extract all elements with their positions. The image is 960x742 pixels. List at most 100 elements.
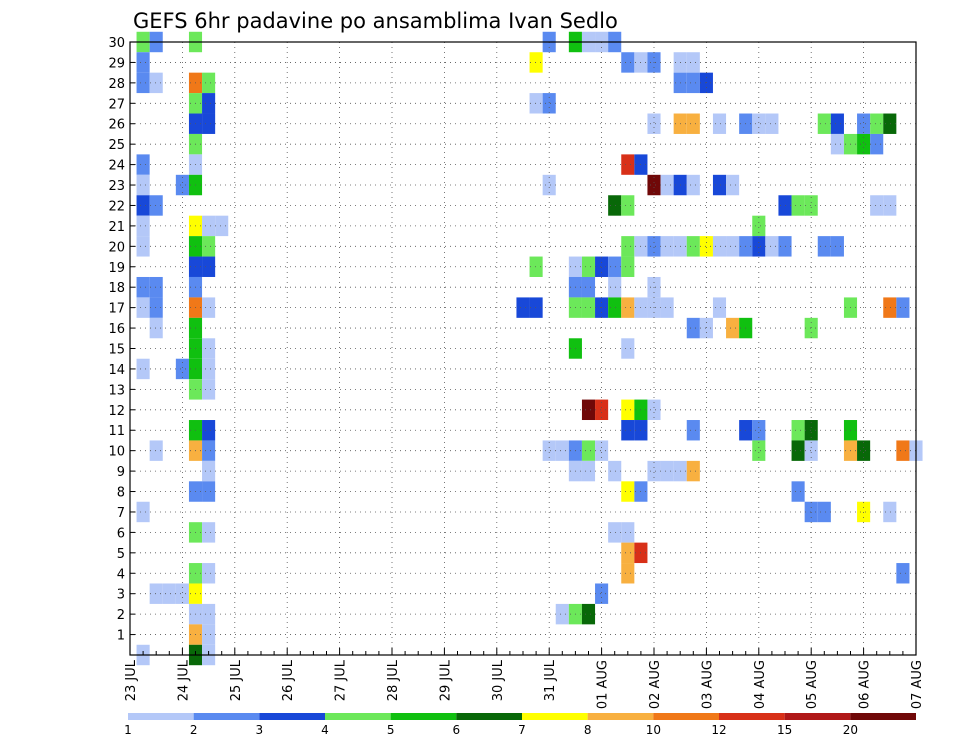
y-tick-label: 9	[117, 465, 125, 480]
colorbar-swatch	[390, 713, 457, 720]
heatmap-cell	[621, 195, 635, 216]
heatmap-cell	[621, 399, 635, 421]
heatmap-cell	[581, 276, 596, 298]
heatmap-cell	[202, 420, 216, 441]
heatmap-cell	[804, 420, 818, 441]
heatmap-cell	[202, 440, 216, 461]
heatmap-cell	[804, 195, 818, 216]
heatmap-cell	[830, 133, 844, 155]
heatmap-cell	[542, 440, 556, 461]
colorbar-swatch	[259, 713, 325, 720]
colorbar-swatch	[522, 713, 588, 720]
x-tick-label: 05 AUG	[805, 660, 820, 709]
heatmap-cell	[529, 297, 543, 318]
x-tick-label: 27 JUL	[334, 659, 349, 701]
x-tick-label: 30 JUL	[491, 659, 506, 701]
heatmap-cell	[595, 440, 609, 461]
heatmap-cell	[686, 317, 700, 339]
heatmap-cell	[581, 399, 596, 421]
colorbar-label: 5	[387, 723, 395, 737]
heatmap-cell	[202, 256, 216, 277]
heatmap-cell	[804, 440, 818, 461]
heatmap-cell	[162, 583, 176, 604]
y-tick-label: 4	[117, 567, 125, 582]
heatmap-cell	[581, 440, 596, 461]
y-tick-label: 29	[108, 56, 125, 71]
heatmap-cell	[870, 113, 884, 134]
y-tick-label: 21	[108, 220, 125, 235]
x-axis: 23 JUL 24 JUL 25 JUL 26 JUL 27 JUL 28 JUL 29 J…	[124, 648, 925, 709]
colorbar-label: 20	[843, 723, 858, 737]
heatmap-cell	[175, 583, 189, 604]
x-tick-label: 06 AUG	[858, 660, 873, 709]
heatmap-cell	[621, 542, 635, 564]
heatmap-cell	[202, 93, 216, 114]
heatmap-cell	[896, 440, 910, 461]
heatmap-cell	[149, 297, 163, 318]
heatmap-cell	[686, 236, 700, 257]
heatmap-cell	[202, 358, 216, 380]
heatmap-cell	[621, 420, 635, 441]
colorbar-label: 1	[124, 723, 132, 737]
heatmap-cell	[726, 317, 740, 339]
heatmap-cell	[136, 236, 150, 257]
colorbar-label: 2	[190, 723, 198, 737]
heatmap-cell	[686, 420, 700, 441]
heatmap-cell	[686, 460, 700, 482]
heatmap-cell	[202, 563, 216, 584]
heatmap-cell	[136, 358, 150, 380]
heatmap-cell	[752, 440, 766, 461]
chart-title: GEFS 6hr padavine po ansamblima Ivan Sed…	[133, 9, 618, 33]
heatmap-cell	[202, 379, 216, 400]
heatmap-cell	[136, 195, 150, 216]
y-tick-label: 11	[108, 424, 125, 439]
heatmap-cell	[647, 460, 661, 482]
x-tick-label: 04 AUG	[753, 660, 768, 709]
heatmap-cell	[555, 440, 569, 461]
heatmap-cell	[608, 297, 622, 318]
colorbar-swatch	[587, 713, 654, 720]
colorbar-legend: 1 2 3 4 5 6 7 8 10 12 15 20	[124, 713, 916, 737]
heatmap-cell	[804, 501, 818, 523]
colorbar-label: 10	[646, 723, 661, 737]
y-tick-label: 7	[117, 506, 125, 521]
heatmap-cell	[686, 52, 700, 73]
heatmap-cell	[621, 236, 635, 257]
y-tick-label: 25	[108, 138, 125, 153]
heatmap-cell	[752, 113, 766, 134]
heatmap-cell	[647, 399, 661, 421]
heatmap-cell	[660, 236, 674, 257]
heatmap-cell	[581, 256, 596, 277]
heatmap-cell	[791, 195, 805, 216]
heatmap-cell	[621, 52, 635, 73]
heatmap-cell	[647, 113, 661, 134]
heatmap-cell	[595, 256, 609, 277]
heatmap-cell	[883, 297, 897, 318]
colorbar-label: 6	[453, 723, 461, 737]
heatmap-cell	[726, 236, 740, 257]
x-tick-label: 01 AUG	[596, 660, 611, 709]
x-tick-label: 24 JUL	[176, 659, 191, 701]
heatmap-cell	[202, 297, 216, 318]
heatmap-cell	[608, 460, 622, 482]
heatmap-cell	[202, 113, 216, 134]
heatmap-cell	[202, 522, 216, 543]
heatmap-cell	[136, 215, 150, 237]
heatmap-cell	[202, 481, 216, 502]
heatmap-cell	[660, 297, 674, 318]
heatmap-cell	[791, 420, 805, 441]
heatmap-cell	[149, 195, 163, 216]
heatmap-cell	[215, 215, 229, 237]
heatmap-cell	[202, 624, 216, 645]
heatmap-cell	[136, 72, 150, 94]
heatmap-cell	[608, 256, 622, 277]
y-tick-label: 8	[117, 486, 125, 501]
heatmap-cell	[202, 603, 216, 625]
heatmap-cell	[202, 215, 216, 237]
y-tick-label: 24	[108, 159, 125, 174]
heatmap-cell	[595, 583, 609, 604]
heatmap-cell	[857, 440, 871, 461]
colorbar-swatch	[719, 713, 785, 720]
y-tick-label: 2	[117, 608, 125, 623]
heatmap-cell	[857, 501, 871, 523]
